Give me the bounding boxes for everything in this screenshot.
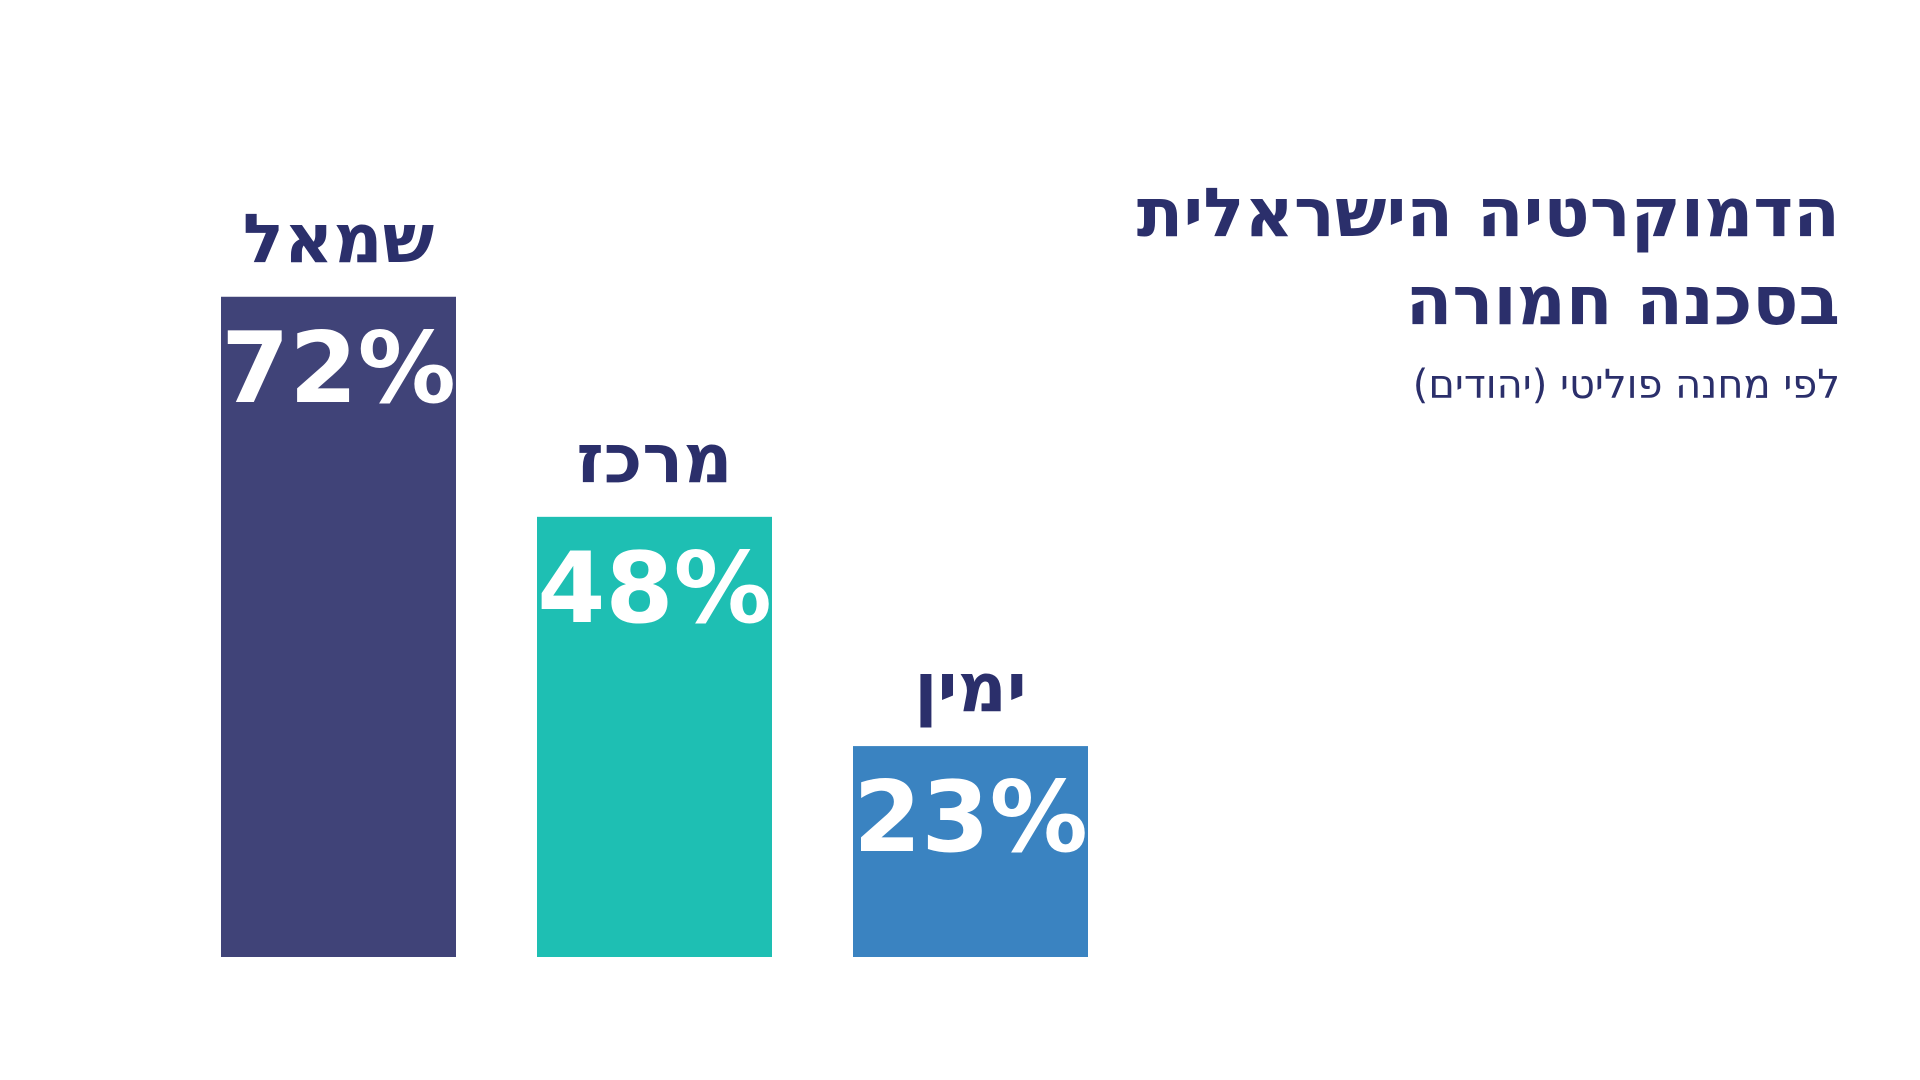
title-block: הדמוקרטיה הישראלית בסכנה חמורה לפי מחנה … [1137, 170, 1840, 410]
bar-2 [537, 516, 772, 957]
value-label-3: 23% [853, 761, 1088, 875]
bar-1 [221, 296, 456, 957]
value-label-1: 72% [221, 312, 456, 426]
category-label-3: ימין [914, 649, 1027, 728]
value-label-2: 48% [537, 532, 772, 646]
category-label-1: שמאל [243, 200, 434, 279]
category-label-2: מרכז [577, 420, 733, 499]
bar-3 [853, 746, 1088, 957]
chart-title-line-2: בסכנה חמורה [1405, 262, 1840, 341]
chart-title-line-1: הדמוקרטיה הישראלית [1136, 174, 1840, 253]
chart-subtitle: לפי מחנה פוליטי (יהודים) [1412, 362, 1840, 408]
